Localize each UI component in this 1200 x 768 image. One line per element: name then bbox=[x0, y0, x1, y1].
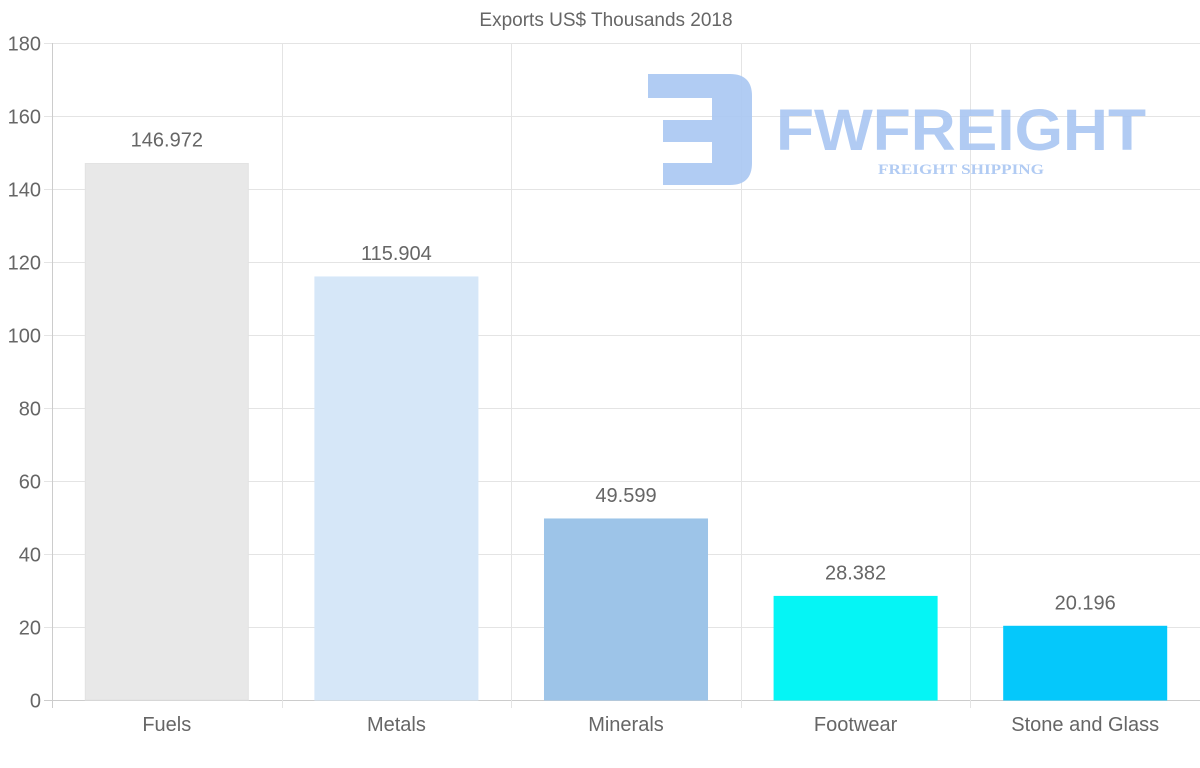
data-label: 146.972 bbox=[131, 130, 203, 152]
logo-mark-icon bbox=[648, 74, 752, 185]
y-tick-label: 180 bbox=[8, 34, 41, 56]
data-label: 28.382 bbox=[825, 562, 886, 584]
bar-fuels bbox=[84, 163, 249, 701]
x-axis: Fuels Metals Minerals Footwear Stone and Gla… bbox=[142, 714, 1159, 736]
y-tick-label: 80 bbox=[19, 399, 41, 421]
bar-footwear bbox=[773, 595, 938, 701]
x-tick-label: Stone and Glass bbox=[1011, 714, 1159, 736]
bar-stone-and-glass bbox=[1003, 625, 1168, 701]
watermark-brand: FWFREIGHT bbox=[776, 98, 1146, 163]
data-label: 115.904 bbox=[361, 243, 432, 265]
bar-metals bbox=[314, 276, 479, 701]
x-tick-label: Fuels bbox=[142, 714, 191, 736]
data-label: 49.599 bbox=[595, 485, 656, 507]
x-tick-label: Metals bbox=[367, 714, 426, 736]
fwfreight-logo-watermark: FWFREIGHT FREIGHT SHIPPING bbox=[648, 74, 1146, 185]
x-tick-label: Footwear bbox=[814, 714, 898, 736]
watermark-tagline: FREIGHT SHIPPING bbox=[878, 162, 1044, 178]
bar-minerals bbox=[543, 518, 709, 701]
y-tick-label: 160 bbox=[8, 107, 41, 129]
y-tick-label: 140 bbox=[8, 180, 41, 202]
y-axis: 0 20 40 60 80 100 120 140 160 180 bbox=[8, 34, 41, 713]
y-tick-label: 40 bbox=[19, 545, 41, 567]
bars: 146.972 115.904 49.599 28.382 20.196 bbox=[84, 130, 1168, 701]
y-tick-label: 60 bbox=[19, 472, 41, 494]
y-tick-label: 100 bbox=[8, 326, 41, 348]
y-tick-label: 0 bbox=[30, 691, 41, 713]
chart-title: Exports US$ Thousands 2018 bbox=[479, 10, 732, 31]
x-tick-label: Minerals bbox=[588, 714, 664, 736]
y-tick-label: 20 bbox=[19, 618, 41, 640]
y-tick-label: 120 bbox=[8, 253, 41, 275]
data-label: 20.196 bbox=[1055, 592, 1116, 614]
